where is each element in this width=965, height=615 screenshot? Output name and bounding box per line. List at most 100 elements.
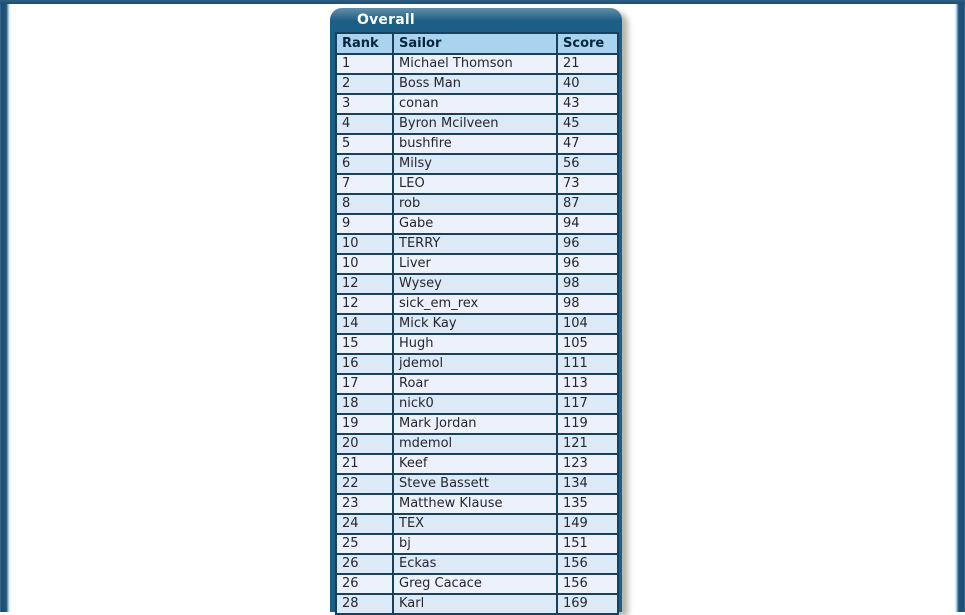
sailor-cell: Greg Cacace xyxy=(392,573,558,595)
sailor-cell: Keef xyxy=(392,453,558,475)
column-header-score: Score xyxy=(556,32,619,55)
rank-cell: 4 xyxy=(335,113,394,135)
score-cell: 98 xyxy=(556,293,619,315)
table-row: 14 Mick Kay 104 xyxy=(335,313,619,335)
rank-cell: 14 xyxy=(335,313,394,335)
rank-cell: 24 xyxy=(335,513,394,535)
rank-cell: 19 xyxy=(335,413,394,435)
table-row: 2 Boss Man 40 xyxy=(335,73,619,95)
score-cell: 87 xyxy=(556,193,619,215)
rank-cell: 15 xyxy=(335,333,394,355)
rank-cell: 6 xyxy=(335,153,394,175)
table-row: 1 Michael Thomson 21 xyxy=(335,53,619,75)
table-row: 10 Liver 96 xyxy=(335,253,619,275)
leaderboard-table: Rank Sailor Score 1 Michael Thomson 21 2 Bos… xyxy=(335,32,619,615)
table-row: 26 Greg Cacace 156 xyxy=(335,573,619,595)
table-row: 19 Mark Jordan 119 xyxy=(335,413,619,435)
table-header-row: Rank Sailor Score xyxy=(335,32,619,55)
sailor-cell: bushfire xyxy=(392,133,558,155)
page-left-border xyxy=(0,0,11,612)
rank-cell: 23 xyxy=(335,493,394,515)
table-row: 16 jdemol 111 xyxy=(335,353,619,375)
rank-cell: 1 xyxy=(335,53,394,75)
score-cell: 156 xyxy=(556,573,619,595)
score-cell: 56 xyxy=(556,153,619,175)
rank-cell: 16 xyxy=(335,353,394,375)
score-cell: 73 xyxy=(556,173,619,195)
sailor-cell: rob xyxy=(392,193,558,215)
score-cell: 47 xyxy=(556,133,619,155)
sailor-cell: nick0 xyxy=(392,393,558,415)
sailor-cell: Hugh xyxy=(392,333,558,355)
table-row: 24 TEX 149 xyxy=(335,513,619,535)
sailor-cell: Liver xyxy=(392,253,558,275)
score-cell: 96 xyxy=(556,253,619,275)
table-row: 22 Steve Bassett 134 xyxy=(335,473,619,495)
rank-cell: 10 xyxy=(335,253,394,275)
rank-cell: 8 xyxy=(335,193,394,215)
column-header-rank: Rank xyxy=(335,32,394,55)
panel-title: Overall xyxy=(357,12,415,28)
sailor-cell: Boss Man xyxy=(392,73,558,95)
score-cell: 149 xyxy=(556,513,619,535)
sailor-cell: Steve Bassett xyxy=(392,473,558,495)
score-cell: 123 xyxy=(556,453,619,475)
table-row: 17 Roar 113 xyxy=(335,373,619,395)
table-row: 7 LEO 73 xyxy=(335,173,619,195)
rank-cell: 26 xyxy=(335,573,394,595)
rank-cell: 28 xyxy=(335,593,394,615)
leaderboard-panel: Overall Rank Sailor Score 1 Michael Thoms… xyxy=(330,8,622,615)
sailor-cell: Mark Jordan xyxy=(392,413,558,435)
sailor-cell: bj xyxy=(392,533,558,555)
table-row: 25 bj 151 xyxy=(335,533,619,555)
table-row: 12 Wysey 98 xyxy=(335,273,619,295)
rank-cell: 5 xyxy=(335,133,394,155)
table-row: 21 Keef 123 xyxy=(335,453,619,475)
rank-cell: 17 xyxy=(335,373,394,395)
table-row: 12 sick_em_rex 98 xyxy=(335,293,619,315)
table-row: 20 mdemol 121 xyxy=(335,433,619,455)
rank-cell: 9 xyxy=(335,213,394,235)
score-cell: 156 xyxy=(556,553,619,575)
sailor-cell: Wysey xyxy=(392,273,558,295)
table-row: 5 bushfire 47 xyxy=(335,133,619,155)
sailor-cell: TEX xyxy=(392,513,558,535)
rank-cell: 25 xyxy=(335,533,394,555)
score-cell: 111 xyxy=(556,353,619,375)
rank-cell: 3 xyxy=(335,93,394,115)
table-row: 23 Matthew Klause 135 xyxy=(335,493,619,515)
page-right-border xyxy=(954,0,965,612)
table-row: 10 TERRY 96 xyxy=(335,233,619,255)
sailor-cell: Gabe xyxy=(392,213,558,235)
score-cell: 98 xyxy=(556,273,619,295)
score-cell: 135 xyxy=(556,493,619,515)
score-cell: 134 xyxy=(556,473,619,495)
sailor-cell: mdemol xyxy=(392,433,558,455)
sailor-cell: TERRY xyxy=(392,233,558,255)
rank-cell: 2 xyxy=(335,73,394,95)
table-body: 1 Michael Thomson 21 2 Boss Man 40 3 conan 43 4 By… xyxy=(335,53,619,615)
score-cell: 105 xyxy=(556,333,619,355)
rank-cell: 12 xyxy=(335,273,394,295)
score-cell: 45 xyxy=(556,113,619,135)
column-header-sailor: Sailor xyxy=(392,32,558,55)
score-cell: 96 xyxy=(556,233,619,255)
table-row: 26 Eckas 156 xyxy=(335,553,619,575)
score-cell: 117 xyxy=(556,393,619,415)
rank-cell: 21 xyxy=(335,453,394,475)
sailor-cell: conan xyxy=(392,93,558,115)
sailor-cell: Matthew Klause xyxy=(392,493,558,515)
score-cell: 151 xyxy=(556,533,619,555)
page-top-border xyxy=(0,0,965,4)
score-cell: 21 xyxy=(556,53,619,75)
score-cell: 169 xyxy=(556,593,619,615)
score-cell: 40 xyxy=(556,73,619,95)
sailor-cell: Roar xyxy=(392,373,558,395)
sailor-cell: Michael Thomson xyxy=(392,53,558,75)
score-cell: 43 xyxy=(556,93,619,115)
sailor-cell: Eckas xyxy=(392,553,558,575)
table-row: 9 Gabe 94 xyxy=(335,213,619,235)
score-cell: 104 xyxy=(556,313,619,335)
rank-cell: 10 xyxy=(335,233,394,255)
table-row: 28 Karl 169 xyxy=(335,593,619,615)
